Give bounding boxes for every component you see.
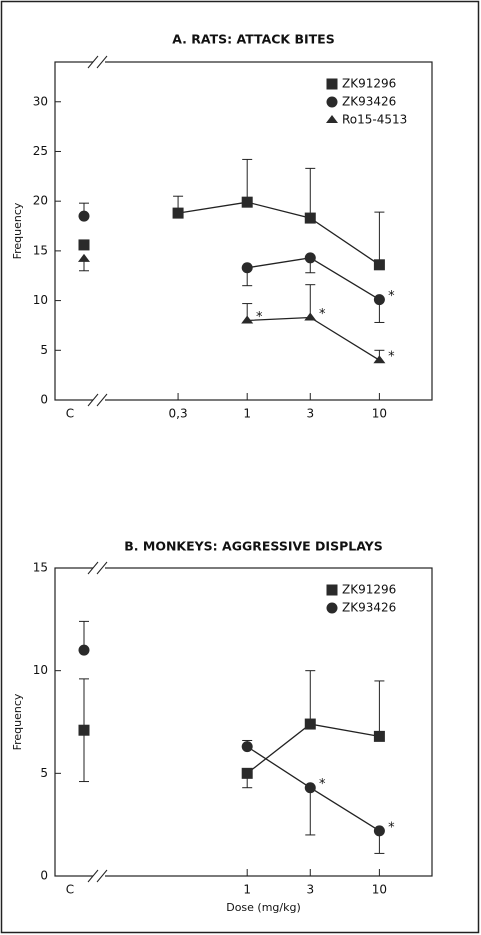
y-tick-label: 5: [40, 766, 48, 780]
marker-circle: [304, 252, 316, 264]
plot-frame: [54, 567, 433, 877]
marker-square: [373, 730, 385, 742]
legend-label: Ro15-4513: [342, 113, 407, 127]
series-line: [177, 201, 380, 266]
marker-circle: [78, 644, 90, 656]
marker-circle: [241, 741, 253, 753]
y-tick-label: 15: [33, 561, 48, 575]
marker-circle: [373, 825, 385, 837]
legend-label: ZK93426: [342, 601, 396, 615]
legend-marker: [326, 96, 338, 108]
y-axis-label: Frequency: [11, 693, 24, 750]
marker-square: [241, 196, 253, 208]
y-tick-label: 0: [40, 869, 48, 883]
marker-triangle: [78, 253, 90, 262]
series-line: [247, 257, 380, 301]
series-line: [247, 316, 380, 361]
marker-square: [373, 259, 385, 271]
axis-break-gap: [93, 398, 105, 402]
legend-marker: [326, 78, 338, 90]
legend-marker: [326, 115, 338, 123]
x-axis-label: Dose (mg/kg): [226, 901, 301, 914]
y-tick-label: 0: [40, 393, 48, 407]
axis-break-gap: [93, 874, 105, 878]
y-axis-label: Frequency: [11, 202, 24, 259]
axis-break-gap: [93, 60, 105, 64]
axis-break: [96, 393, 108, 407]
significance-mark: *: [319, 777, 326, 792]
axis-break: [87, 561, 99, 575]
plot-frame: [54, 61, 433, 401]
x-tick-label: 0,3: [169, 407, 188, 421]
marker-circle: [241, 262, 253, 274]
axis-break: [87, 55, 99, 69]
y-tick-label: 25: [33, 144, 48, 158]
control-label: C: [66, 407, 74, 421]
legend-marker: [326, 602, 338, 614]
axis-break: [96, 561, 108, 575]
marker-triangle: [373, 355, 386, 364]
y-tick-label: 10: [33, 663, 48, 677]
significance-mark: *: [388, 289, 395, 304]
legend-label: ZK91296: [342, 583, 396, 597]
x-tick-label: 1: [243, 883, 251, 897]
axis-break: [87, 869, 99, 883]
significance-mark: *: [388, 350, 395, 365]
y-tick-label: 5: [40, 343, 48, 357]
x-tick-label: 10: [372, 407, 387, 421]
marker-circle: [373, 294, 385, 306]
legend-label: ZK91296: [342, 77, 396, 91]
x-tick-label: 1: [243, 407, 251, 421]
x-tick-label: 3: [306, 407, 314, 421]
y-tick-label: 15: [33, 243, 48, 257]
x-tick-label: 3: [306, 883, 314, 897]
x-tick-label: 10: [372, 883, 387, 897]
legend-marker: [326, 584, 338, 596]
marker-square: [172, 207, 184, 219]
marker-circle: [304, 782, 316, 794]
axis-break: [96, 55, 108, 69]
significance-mark: *: [256, 310, 263, 325]
marker-square: [78, 724, 90, 736]
chart-title: B. MONKEYS: AGGRESSIVE DISPLAYS: [124, 539, 383, 554]
significance-mark: *: [388, 820, 395, 835]
marker-square: [304, 718, 316, 730]
axis-break-gap: [93, 566, 105, 570]
legend-label: ZK93426: [342, 95, 396, 109]
significance-mark: *: [319, 307, 326, 322]
marker-triangle: [304, 312, 317, 321]
marker-square: [241, 767, 253, 779]
chart-title: A. RATS: ATTACK BITES: [172, 32, 334, 47]
y-tick-label: 10: [33, 293, 48, 307]
marker-square: [304, 212, 316, 224]
marker-circle: [78, 210, 90, 222]
series-line: [246, 723, 380, 774]
y-tick-label: 20: [33, 194, 48, 208]
marker-square: [78, 239, 90, 251]
y-tick-label: 30: [33, 94, 48, 108]
axis-break: [96, 869, 108, 883]
axis-break: [87, 393, 99, 407]
marker-triangle: [241, 315, 254, 324]
control-label: C: [66, 883, 74, 897]
